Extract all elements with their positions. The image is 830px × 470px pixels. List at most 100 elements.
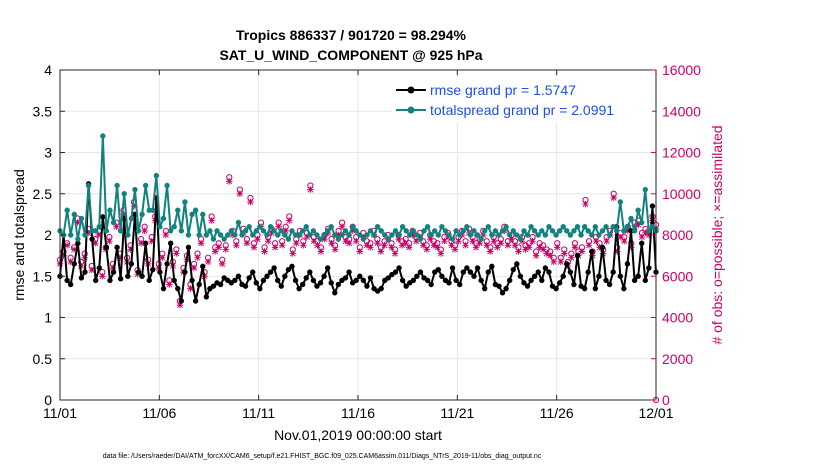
x-tick-label: 11/16 <box>341 405 375 421</box>
obs-assimilated-point <box>63 242 71 249</box>
y-axis-left-label: rmse and totalspread <box>11 169 27 301</box>
rmse-point <box>360 277 367 284</box>
spread-point <box>85 182 92 189</box>
rmse-point <box>82 269 88 275</box>
x-tick-label: 11/26 <box>540 405 574 421</box>
spread-point <box>414 232 420 238</box>
rmse-point <box>160 285 167 292</box>
footnote: data file: /Users/raeder/DAI/ATM_forcXX/… <box>103 453 542 460</box>
rmse-point <box>289 263 295 270</box>
spread-point <box>421 228 427 234</box>
spread-point <box>82 232 88 238</box>
rmse-point <box>435 266 441 273</box>
obs-assimilated-point <box>130 202 138 210</box>
rmse-point <box>307 269 313 275</box>
spread-point <box>457 232 463 238</box>
spread-point <box>553 232 559 238</box>
legend-rmse-label: rmse grand pr = 1.5747 <box>430 82 576 98</box>
obs-assimilated-point <box>409 231 416 239</box>
spread-point <box>157 224 163 230</box>
rmse-point <box>357 273 363 279</box>
obs-assimilated-point <box>455 237 462 245</box>
spread-point <box>271 228 277 234</box>
spread-point <box>178 228 185 234</box>
spread-point <box>403 228 409 234</box>
spread-point <box>214 228 220 234</box>
rmse-point <box>346 269 352 275</box>
spread-point <box>175 207 181 213</box>
spread-point <box>424 224 431 230</box>
obs-assimilated-point <box>300 242 307 249</box>
spread-point <box>499 228 506 234</box>
spread-point <box>103 228 110 234</box>
rmse-point <box>96 265 102 271</box>
spread-point <box>203 232 210 238</box>
obs-assimilated-point <box>402 240 409 247</box>
spread-point <box>150 207 156 213</box>
spread-point <box>624 224 631 230</box>
spread-point <box>585 228 591 234</box>
spread-point <box>442 228 449 234</box>
rmse-point <box>535 269 541 275</box>
rmse-point <box>599 244 606 251</box>
spread-point <box>446 232 452 238</box>
obs-assimilated-point <box>451 246 459 253</box>
rmse-point <box>621 285 627 292</box>
obs-assimilated-point <box>388 244 395 251</box>
rmse-point <box>200 263 206 270</box>
spread-point <box>546 224 552 230</box>
spread-point <box>260 228 267 234</box>
obs-assimilated-point <box>437 250 445 257</box>
obs-assimilated-point <box>405 244 413 251</box>
spread-point <box>114 182 120 189</box>
y-axis-right: 0 2000 4000 6000 8000 10000 12000 14000 16000 <box>651 62 701 408</box>
spread-point <box>225 232 231 238</box>
spread-point <box>510 228 516 234</box>
spread-point <box>307 232 313 238</box>
rmse-point <box>564 261 570 267</box>
spread-point <box>531 228 538 234</box>
spread-point <box>635 207 641 213</box>
rmse-point <box>246 275 252 281</box>
y-right-tick-label: 8000 <box>662 227 693 243</box>
obs-assimilated-point <box>603 237 610 245</box>
obs-assimilated-point <box>349 227 356 235</box>
spread-point <box>310 228 317 234</box>
spread-point <box>303 224 309 230</box>
spread-point <box>75 236 81 242</box>
spread-point <box>349 224 356 230</box>
rmse-point <box>139 273 145 279</box>
obs-assimilated-point <box>289 250 296 257</box>
obs-assimilated-point <box>88 266 95 274</box>
spread-point <box>517 236 524 242</box>
spread-point <box>471 228 477 234</box>
obs-assimilated-point <box>427 235 434 243</box>
spread-point <box>596 232 602 238</box>
obs-assimilated-point <box>113 223 120 230</box>
rmse-point <box>399 277 406 284</box>
rmse-point <box>210 283 217 289</box>
rmse-point <box>474 265 481 271</box>
obs-assimilated-point <box>532 252 540 259</box>
rmse-point <box>232 277 238 284</box>
obs-assimilated-point <box>356 248 363 255</box>
spread-point <box>139 211 145 218</box>
spread-point <box>574 224 581 230</box>
obs-assimilated-point <box>208 217 215 224</box>
y-left-tick-label: 4 <box>44 62 52 78</box>
rmse-point <box>282 273 288 279</box>
obs-assimilated-point <box>219 260 226 268</box>
spread-point <box>614 228 620 234</box>
rmse-point <box>71 261 77 267</box>
rmse-point <box>610 269 616 275</box>
rmse-point <box>589 248 595 255</box>
spread-point <box>96 224 102 230</box>
spread-point <box>246 224 252 230</box>
obs-assimilated-point <box>303 233 311 241</box>
x-tick-label: 11/11 <box>242 405 275 421</box>
rmse-point <box>75 240 81 246</box>
spread-point <box>267 224 274 230</box>
obs-assimilated-point <box>554 244 561 251</box>
rmse-point <box>517 273 524 279</box>
